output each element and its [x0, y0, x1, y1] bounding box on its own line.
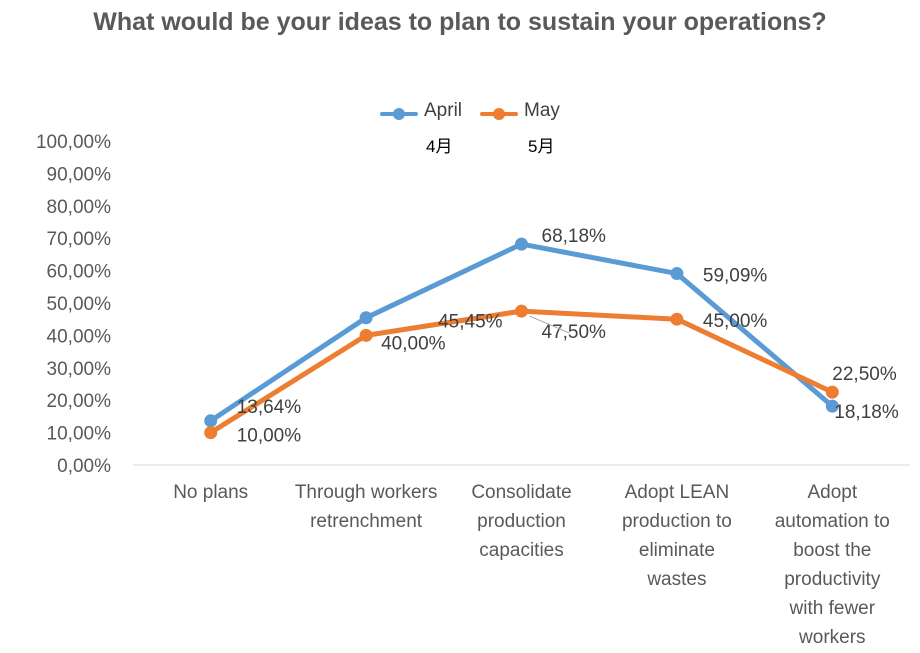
legend-label-april: April — [424, 100, 463, 121]
data-point-april — [359, 311, 373, 325]
data-label-may: 45,00% — [703, 311, 768, 332]
y-tick-label: 0,00% — [57, 456, 111, 477]
x-tick-label: Consolidate production capacities — [471, 482, 571, 561]
data-label-may: 47,50% — [542, 322, 607, 343]
data-label-may: 10,00% — [237, 426, 302, 447]
data-label-may: 22,50% — [832, 364, 897, 385]
y-tick-label: 40,00% — [47, 326, 112, 347]
legend-marker-april — [393, 108, 405, 120]
leader-line — [529, 315, 570, 334]
y-tick-label: 80,00% — [47, 197, 112, 218]
x-tick-label: Through workers retrenchment — [295, 482, 438, 532]
data-label-may: 40,00% — [381, 333, 446, 354]
legend-sublabel-april: 4月 — [426, 137, 453, 156]
x-tick-label: Adopt automation to boost the productivity w… — [775, 482, 890, 648]
y-tick-label: 50,00% — [47, 294, 112, 315]
data-point-may — [825, 385, 839, 399]
data-label-april: 68,18% — [542, 226, 607, 247]
data-label-april: 59,09% — [703, 266, 768, 287]
data-label-april: 13,64% — [237, 397, 302, 418]
data-point-april — [204, 414, 218, 428]
data-point-april — [825, 399, 839, 413]
y-tick-label: 60,00% — [47, 262, 112, 283]
y-tick-label: 30,00% — [47, 359, 112, 380]
legend-marker-may — [493, 108, 505, 120]
x-tick-label: No plans — [173, 482, 248, 503]
y-tick-label: 70,00% — [47, 229, 112, 250]
data-label-april: 45,45% — [438, 312, 503, 333]
y-tick-label: 10,00% — [47, 424, 112, 445]
x-tick-label: Adopt LEAN production to eliminate wastes — [622, 482, 732, 590]
data-point-may — [670, 312, 684, 326]
data-point-april — [670, 267, 684, 281]
y-tick-label: 100,00% — [36, 132, 111, 153]
y-tick-label: 90,00% — [47, 164, 112, 185]
legend-label-may: May — [524, 100, 560, 121]
data-point-may — [359, 328, 373, 342]
chart-title: What would be your ideas to plan to sust… — [93, 8, 827, 36]
y-tick-label: 20,00% — [47, 391, 112, 412]
data-point-april — [515, 237, 528, 251]
legend-sublabel-may: 5月 — [528, 137, 555, 156]
data-label-april: 18,18% — [834, 402, 899, 423]
data-point-may — [515, 304, 528, 318]
data-point-may — [204, 426, 218, 440]
